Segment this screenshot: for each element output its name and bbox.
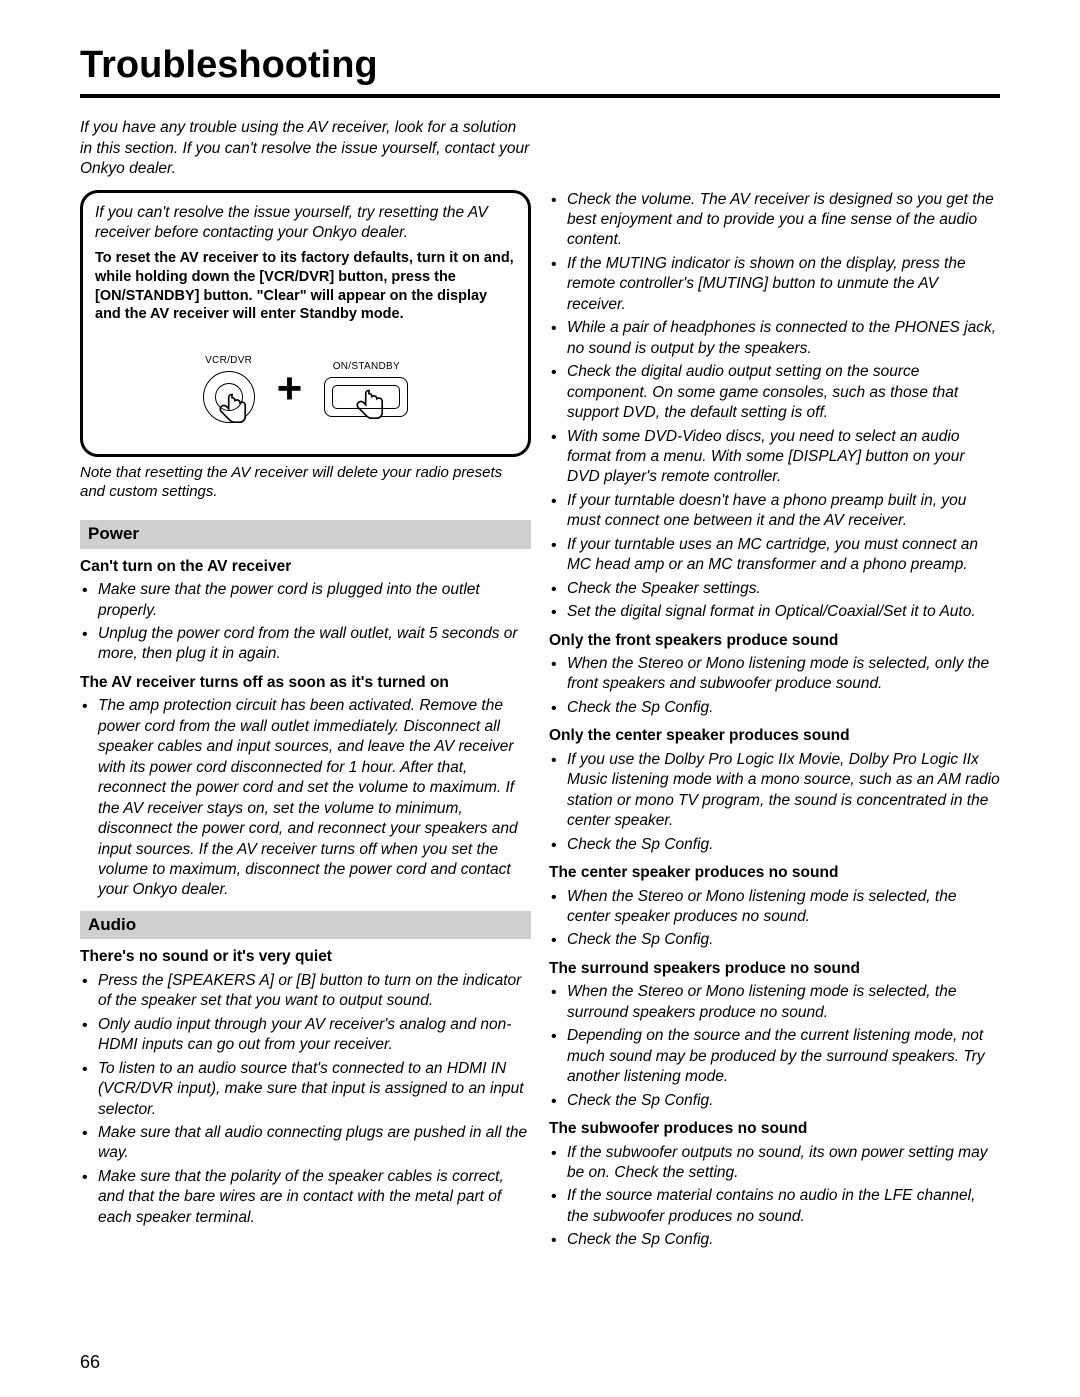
rect-button-icon xyxy=(324,377,408,417)
reset-instructions: To reset the AV receiver to its factory … xyxy=(95,249,516,323)
left-column: If you have any trouble using the AV rec… xyxy=(80,118,531,1254)
list-item: If you use the Dolby Pro Logic IIx Movie… xyxy=(549,750,1000,832)
vcr-dvr-button-graphic: VCR/DVR xyxy=(203,354,255,423)
list-item: When the Stereo or Mono listening mode i… xyxy=(549,887,1000,928)
reset-lead: If you can't resolve the issue yourself,… xyxy=(95,203,516,244)
list-item: Check the Sp Config. xyxy=(549,835,1000,855)
list-item: Make sure that all audio connecting plug… xyxy=(80,1123,531,1164)
subsection-heading: The AV receiver turns off as soon as it'… xyxy=(80,673,531,693)
list-item: If the MUTING indicator is shown on the … xyxy=(549,254,1000,315)
list-item: If the source material contains no audio… xyxy=(549,1186,1000,1227)
list-item: If the subwoofer outputs no sound, its o… xyxy=(549,1143,1000,1184)
list-item: If your turntable doesn't have a phono p… xyxy=(549,491,1000,532)
list-item: With some DVD-Video discs, you need to s… xyxy=(549,427,1000,488)
section-audio-body-right: Only the front speakers produce sound Whe… xyxy=(549,631,1000,1251)
list-item: When the Stereo or Mono listening mode i… xyxy=(549,654,1000,695)
bullet-list: When the Stereo or Mono listening mode i… xyxy=(549,654,1000,718)
list-item: When the Stereo or Mono listening mode i… xyxy=(549,982,1000,1023)
bullet-list: When the Stereo or Mono listening mode i… xyxy=(549,887,1000,951)
reset-box: If you can't resolve the issue yourself,… xyxy=(80,190,531,457)
subsection-heading: Can't turn on the AV receiver xyxy=(80,557,531,577)
section-audio-heading: Audio xyxy=(80,911,531,939)
right-top-list: Check the volume. The AV receiver is des… xyxy=(549,190,1000,623)
list-item: Check the Speaker settings. xyxy=(549,579,1000,599)
bullet-list: When the Stereo or Mono listening mode i… xyxy=(549,982,1000,1111)
right-column: xxx Check the volume. The AV receiver is… xyxy=(549,118,1000,1254)
list-item: Check the Sp Config. xyxy=(549,1091,1000,1111)
subsection-heading: Only the center speaker produces sound xyxy=(549,726,1000,746)
list-item: Set the digital signal format in Optical… xyxy=(549,602,1000,622)
list-item: Check the Sp Config. xyxy=(549,1230,1000,1250)
section-power-body: Can't turn on the AV receiver Make sure t… xyxy=(80,557,531,901)
list-item: Check the Sp Config. xyxy=(549,930,1000,950)
section-power-heading: Power xyxy=(80,520,531,548)
bullet-list: If the subwoofer outputs no sound, its o… xyxy=(549,1143,1000,1251)
plus-icon: + xyxy=(277,367,303,411)
list-item: Make sure that the polarity of the speak… xyxy=(80,1167,531,1228)
page-title: Troubleshooting xyxy=(80,40,1000,98)
section-audio-body-left: There's no sound or it's very quiet Press… xyxy=(80,947,531,1228)
list-item: Depending on the source and the current … xyxy=(549,1026,1000,1087)
list-item: Check the Sp Config. xyxy=(549,698,1000,718)
bullet-list: If you use the Dolby Pro Logic IIx Movie… xyxy=(549,750,1000,855)
round-button-icon xyxy=(203,371,255,423)
list-item: Press the [SPEAKERS A] or [B] button to … xyxy=(80,971,531,1012)
list-item: Check the volume. The AV receiver is des… xyxy=(549,190,1000,251)
page-number: 66 xyxy=(80,1351,100,1375)
list-item: While a pair of headphones is connected … xyxy=(549,318,1000,359)
on-standby-button-graphic: ON/STANDBY xyxy=(324,360,408,417)
bullet-list: The amp protection circuit has been acti… xyxy=(80,696,531,901)
bullet-list: Press the [SPEAKERS A] or [B] button to … xyxy=(80,971,531,1228)
bullet-list: Make sure that the power cord is plugged… xyxy=(80,580,531,665)
subsection-heading: Only the front speakers produce sound xyxy=(549,631,1000,651)
two-column-body: If you have any trouble using the AV rec… xyxy=(80,118,1000,1254)
list-item: Make sure that the power cord is plugged… xyxy=(80,580,531,621)
list-item: To listen to an audio source that's conn… xyxy=(80,1059,531,1120)
list-item: Only audio input through your AV receive… xyxy=(80,1015,531,1056)
subsection-heading: There's no sound or it's very quiet xyxy=(80,947,531,967)
subsection-heading: The surround speakers produce no sound xyxy=(549,959,1000,979)
on-standby-label: ON/STANDBY xyxy=(324,360,408,373)
reset-note: Note that resetting the AV receiver will… xyxy=(80,463,531,503)
list-item: The amp protection circuit has been acti… xyxy=(80,696,531,901)
hand-press-icon xyxy=(347,386,391,430)
list-item: If your turntable uses an MC cartridge, … xyxy=(549,535,1000,576)
subsection-heading: The center speaker produces no sound xyxy=(549,863,1000,883)
vcr-dvr-label: VCR/DVR xyxy=(203,354,255,367)
list-item: Unplug the power cord from the wall outl… xyxy=(80,624,531,665)
hand-press-icon xyxy=(210,390,254,434)
list-item: Check the digital audio output setting o… xyxy=(549,362,1000,423)
intro-text: If you have any trouble using the AV rec… xyxy=(80,118,531,179)
reset-diagram: VCR/DVR + ON/STANDBY xyxy=(95,334,516,444)
subsection-heading: The subwoofer produces no sound xyxy=(549,1119,1000,1139)
